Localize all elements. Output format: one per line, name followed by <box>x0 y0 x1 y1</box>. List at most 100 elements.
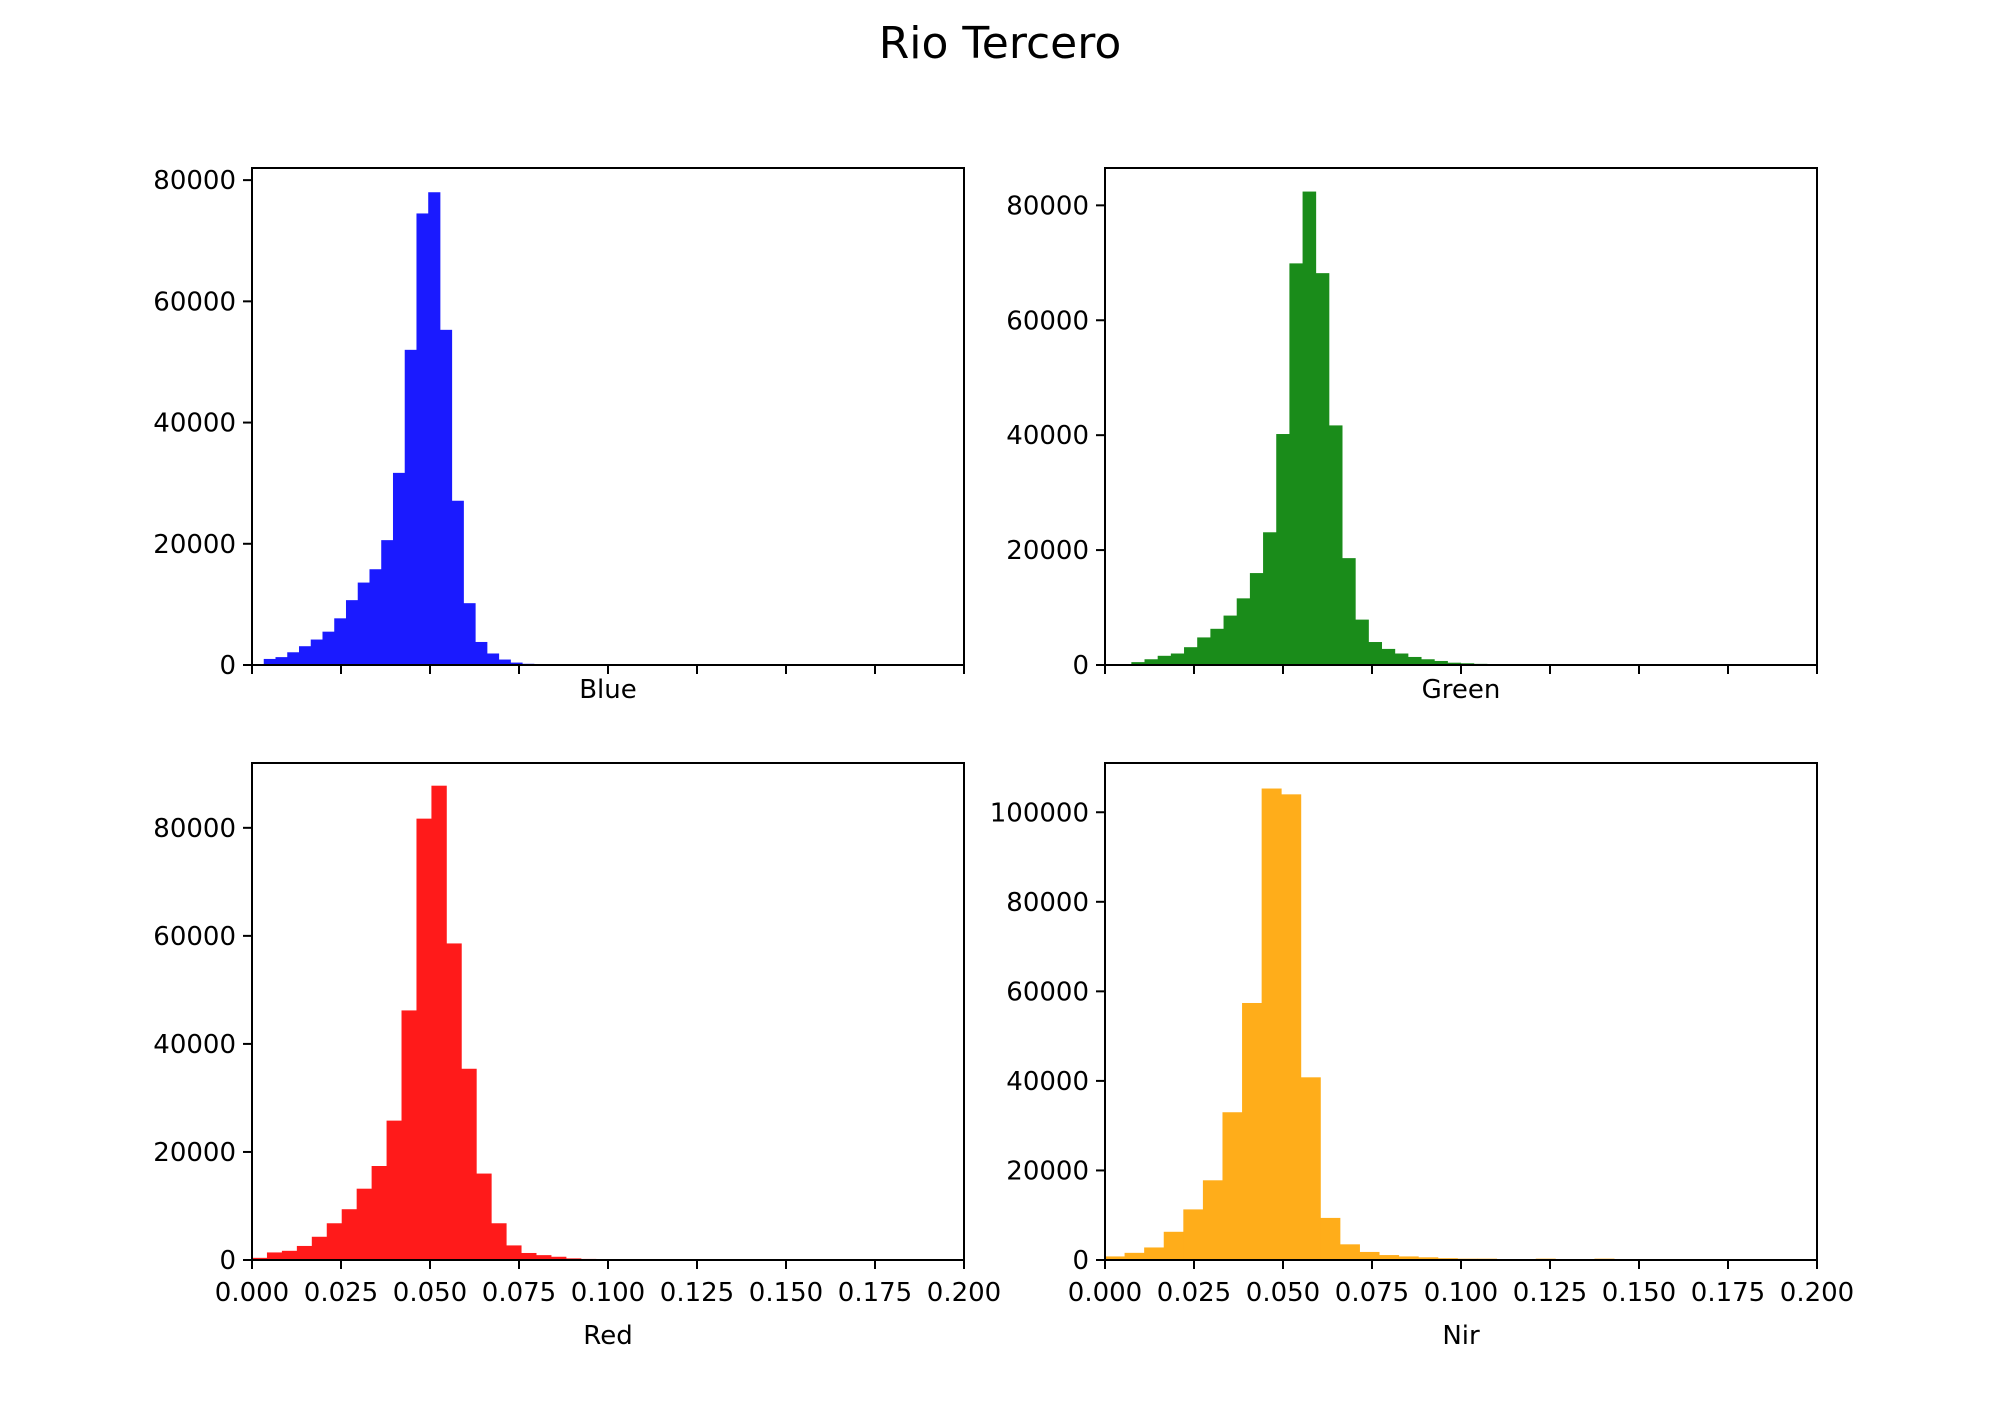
histogram-bar <box>1276 434 1290 665</box>
x-tick-label: 0.150 <box>1602 1278 1676 1308</box>
x-tick-label: 0.075 <box>1335 1278 1409 1308</box>
y-tick-label: 80000 <box>153 814 236 844</box>
histogram-bar <box>372 1166 387 1260</box>
histogram-bar <box>463 603 475 665</box>
x-axis-label: Blue <box>579 675 637 705</box>
histogram-bar <box>452 501 464 665</box>
histogram-bar <box>387 1121 402 1260</box>
x-tick-label: 0.000 <box>1068 1278 1142 1308</box>
histogram-bar <box>358 583 370 665</box>
y-tick-label: 60000 <box>1006 306 1089 336</box>
y-tick-label: 80000 <box>1006 191 1089 221</box>
histogram-bar <box>299 646 311 665</box>
histogram-bar <box>1242 1003 1262 1260</box>
y-tick-label: 100000 <box>990 798 1089 828</box>
y-tick-label: 20000 <box>1006 1156 1089 1186</box>
histogram-bar <box>1301 1077 1321 1260</box>
histogram-bar <box>506 1245 521 1260</box>
x-tick-label: 0.125 <box>660 1278 734 1308</box>
histogram-bar <box>1262 789 1282 1260</box>
x-axis-label: Green <box>1422 675 1501 705</box>
histogram-bar <box>1395 654 1409 665</box>
histogram-bar <box>311 640 323 665</box>
histogram-bar <box>461 1069 476 1260</box>
histogram-bar <box>1316 273 1330 665</box>
y-tick-label: 0 <box>219 1246 236 1276</box>
y-tick-label: 20000 <box>153 530 236 560</box>
histogram-bar <box>487 653 499 665</box>
histogram-bar <box>369 569 381 665</box>
histogram-bar <box>431 786 446 1260</box>
histogram-bar <box>1224 616 1238 665</box>
x-axis-label: Red <box>583 1321 632 1351</box>
y-tick-label: 40000 <box>153 1030 236 1060</box>
histogram-bar <box>1281 794 1301 1260</box>
histogram-bar <box>334 618 346 665</box>
y-tick-label: 0 <box>219 651 236 681</box>
histogram-bar <box>1263 532 1277 665</box>
histogram-bar <box>1183 1209 1203 1260</box>
histogram-bar <box>1355 620 1369 665</box>
histogram-bar <box>416 213 428 665</box>
y-tick-label: 20000 <box>1006 536 1089 566</box>
x-tick-label: 0.050 <box>1246 1278 1320 1308</box>
histogram-bar <box>322 632 334 665</box>
subplot-blue: 0 20000 40000 60000 80000 Blue <box>153 166 964 705</box>
histogram-bar <box>1250 573 1264 665</box>
histogram-bar <box>1210 629 1224 665</box>
histogram-bar <box>393 473 405 665</box>
subplot-nir: 0.000 0.025 0.050 0.075 0.100 0.125 0.150 0.175… <box>990 763 1854 1351</box>
histogram-bar <box>1197 637 1211 665</box>
x-tick-label: 0.175 <box>838 1278 912 1308</box>
histogram-bar <box>1237 598 1251 665</box>
x-tick-label: 0.200 <box>1780 1278 1854 1308</box>
histogram-bar <box>1164 1232 1184 1260</box>
axes-frame <box>1105 168 1817 665</box>
histogram-bar <box>1184 647 1198 665</box>
y-tick-label: 20000 <box>153 1138 236 1168</box>
y-tick-label: 40000 <box>1006 1067 1089 1097</box>
x-tick-label: 0.025 <box>1157 1278 1231 1308</box>
x-tick-label: 0.150 <box>749 1278 823 1308</box>
histogram-bar <box>1289 263 1303 665</box>
histogram-bar <box>402 1010 417 1260</box>
histogram-bar <box>405 350 417 665</box>
histogram-bar <box>1144 1247 1164 1260</box>
histogram-bar <box>1368 642 1382 665</box>
histogram-bar <box>297 1246 312 1260</box>
histogram-bar <box>1342 558 1356 665</box>
histogram-bar <box>282 1251 297 1260</box>
histogram-bar <box>346 600 358 665</box>
histogram-bar <box>1303 192 1317 665</box>
y-tick-label: 40000 <box>1006 421 1089 451</box>
x-tick-label: 0.125 <box>1513 1278 1587 1308</box>
x-tick-label: 0.175 <box>1691 1278 1765 1308</box>
histogram-bar <box>428 192 440 665</box>
figure-title: Rio Tercero <box>0 18 2000 69</box>
histogram-bar <box>416 819 431 1260</box>
histogram-bar <box>1320 1218 1340 1260</box>
x-tick-label: 0.100 <box>1424 1278 1498 1308</box>
x-tick-label: 0.100 <box>571 1278 645 1308</box>
histogram-bar <box>342 1209 357 1260</box>
y-tick-label: 80000 <box>153 166 236 196</box>
histogram-bar <box>1408 657 1422 665</box>
y-tick-label: 60000 <box>153 287 236 317</box>
histogram-bar <box>357 1189 372 1260</box>
histogram-bar <box>521 1253 536 1260</box>
histogram-bar <box>327 1223 342 1260</box>
y-tick-label: 80000 <box>1006 888 1089 918</box>
y-tick-label: 40000 <box>153 409 236 439</box>
histogram-bar <box>1382 649 1396 665</box>
x-tick-label: 0.025 <box>304 1278 378 1308</box>
histogram-bar <box>312 1237 327 1260</box>
histogram-bar <box>475 642 487 665</box>
histogram-bar <box>381 540 393 665</box>
x-tick-label: 0.000 <box>215 1278 289 1308</box>
y-tick-label: 0 <box>1072 1246 1089 1276</box>
y-tick-label: 60000 <box>1006 977 1089 1007</box>
